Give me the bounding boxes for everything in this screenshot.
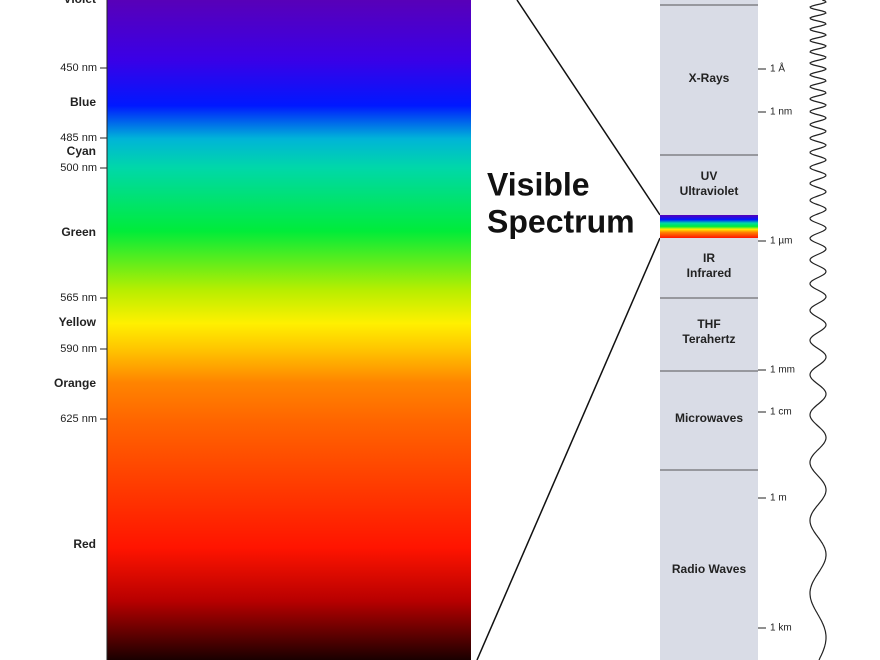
scale-label: 1 Å bbox=[770, 62, 785, 75]
color-label: Violet bbox=[64, 0, 96, 6]
scale-label: 1 m bbox=[770, 493, 787, 504]
band-abbr: UV bbox=[701, 169, 718, 183]
wavelength-label: 485 nm bbox=[60, 132, 97, 144]
band-name: Radio Waves bbox=[672, 562, 747, 576]
color-label: Green bbox=[61, 225, 96, 239]
wavelength-label: 500 nm bbox=[60, 162, 97, 174]
scale-label: 1 mm bbox=[770, 365, 795, 376]
wavelength-label: 590 nm bbox=[60, 343, 97, 355]
band-name: Microwaves bbox=[675, 411, 743, 425]
color-label: Red bbox=[73, 537, 96, 551]
visible-stripe bbox=[660, 215, 758, 238]
wave bbox=[809, 0, 827, 660]
wavelength-label: 625 nm bbox=[60, 413, 97, 425]
zoom-line bbox=[516, 0, 661, 216]
title: Spectrum bbox=[487, 203, 635, 239]
band-abbr: THF bbox=[697, 317, 720, 331]
band-dividers bbox=[660, 4, 758, 471]
band-name: Terahertz bbox=[682, 332, 735, 346]
band-abbr: IR bbox=[703, 251, 715, 265]
wavelength-label: 565 nm bbox=[60, 292, 97, 304]
scale-label: 1 µm bbox=[770, 236, 792, 247]
band-name: Ultraviolet bbox=[680, 184, 739, 198]
band-name: X-Rays bbox=[689, 71, 730, 85]
zoom-line bbox=[476, 237, 661, 660]
color-label: Cyan bbox=[67, 144, 96, 158]
scale-label: 1 cm bbox=[770, 407, 792, 418]
scale-label: 1 km bbox=[770, 623, 792, 634]
wavelength-label: 450 nm bbox=[60, 62, 97, 74]
scale-label: 1 nm bbox=[770, 107, 792, 118]
spectrum-bar bbox=[107, 0, 471, 660]
color-label: Orange bbox=[54, 376, 96, 390]
color-label: Yellow bbox=[59, 315, 97, 329]
band-name: Infrared bbox=[687, 266, 732, 280]
color-label: Blue bbox=[70, 95, 96, 109]
title: Visible bbox=[487, 166, 590, 202]
em-column bbox=[660, 0, 758, 660]
